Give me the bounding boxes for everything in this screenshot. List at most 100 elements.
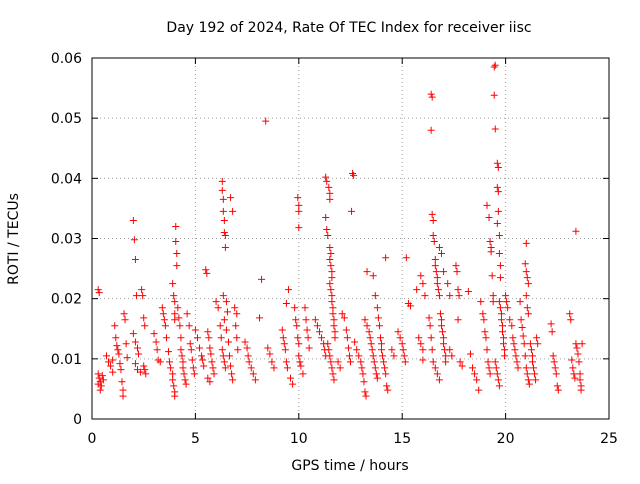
data-point <box>503 298 511 306</box>
data-point <box>323 225 331 233</box>
data-point <box>325 183 333 191</box>
data-point <box>396 334 404 342</box>
data-point <box>496 262 504 270</box>
data-point <box>487 248 495 256</box>
data-point <box>95 289 103 297</box>
data-point <box>400 352 408 360</box>
data-point <box>338 310 346 318</box>
data-point <box>428 93 436 101</box>
data-point <box>473 376 481 384</box>
data-point <box>492 364 500 372</box>
data-point <box>278 326 286 334</box>
data-point <box>453 268 461 276</box>
data-point <box>219 207 227 215</box>
data-point <box>429 216 437 224</box>
x-tick-label: 5 <box>191 431 200 447</box>
data-point <box>510 340 518 348</box>
data-point <box>378 346 386 354</box>
data-point <box>303 326 311 334</box>
data-point <box>200 362 208 370</box>
data-point <box>327 262 335 270</box>
data-point <box>173 250 181 258</box>
data-point <box>160 316 168 324</box>
data-point <box>293 322 301 330</box>
data-point <box>495 231 503 239</box>
data-point <box>301 304 309 312</box>
data-point <box>524 376 532 384</box>
data-point <box>475 386 483 394</box>
data-point <box>509 334 517 342</box>
data-point <box>130 236 138 244</box>
data-point <box>431 256 439 264</box>
data-point <box>431 364 439 372</box>
data-point <box>523 370 531 378</box>
data-point <box>363 322 371 330</box>
data-point <box>193 334 201 342</box>
data-point <box>479 310 487 318</box>
data-point <box>502 292 510 300</box>
data-point <box>434 286 442 294</box>
data-point <box>491 358 499 366</box>
data-point <box>516 298 524 306</box>
data-point <box>266 350 274 358</box>
data-point <box>485 213 493 221</box>
data-point <box>526 340 534 348</box>
data-point <box>427 126 435 134</box>
data-point <box>464 287 472 295</box>
data-point <box>179 364 187 372</box>
data-point <box>524 280 532 288</box>
data-point <box>283 364 291 372</box>
data-point <box>575 358 583 366</box>
data-point <box>497 310 505 318</box>
data-point <box>383 382 391 390</box>
data-point <box>187 346 195 354</box>
data-point <box>171 298 179 306</box>
data-point <box>204 374 212 382</box>
data-point <box>228 370 236 378</box>
data-point <box>491 61 499 69</box>
data-point <box>523 274 531 282</box>
data-point <box>552 370 560 378</box>
data-point <box>212 298 220 306</box>
data-point <box>455 292 463 300</box>
data-point <box>330 376 338 384</box>
data-point <box>287 374 295 382</box>
x-tick-label: 15 <box>393 431 411 447</box>
data-point <box>99 376 107 384</box>
data-point <box>166 358 174 366</box>
data-point <box>348 207 356 215</box>
data-point <box>247 364 255 372</box>
data-point <box>175 314 183 322</box>
data-point <box>359 370 367 378</box>
data-point <box>444 280 452 288</box>
data-point <box>326 195 334 203</box>
data-point <box>345 352 353 360</box>
data-point <box>442 358 450 366</box>
data-point <box>170 292 178 300</box>
data-point <box>550 358 558 366</box>
data-point <box>522 239 530 247</box>
data-point <box>494 188 502 196</box>
data-point <box>177 346 185 354</box>
data-point <box>165 348 173 356</box>
data-point <box>483 201 491 209</box>
data-point <box>521 260 529 268</box>
data-point <box>282 358 290 366</box>
data-point <box>304 334 312 342</box>
data-point <box>178 352 186 360</box>
data-point <box>384 386 392 394</box>
y-tick-label: 0.06 <box>51 51 82 67</box>
data-point <box>425 314 433 322</box>
data-point <box>150 330 158 338</box>
data-point <box>419 346 427 354</box>
data-point <box>244 352 252 360</box>
data-point <box>486 370 494 378</box>
data-point <box>169 370 177 378</box>
data-point <box>578 340 586 348</box>
x-tick-label: 20 <box>497 431 515 447</box>
data-point <box>328 364 336 372</box>
data-point <box>373 304 381 312</box>
data-point <box>381 364 389 372</box>
data-point <box>456 358 464 366</box>
data-point <box>524 310 532 318</box>
